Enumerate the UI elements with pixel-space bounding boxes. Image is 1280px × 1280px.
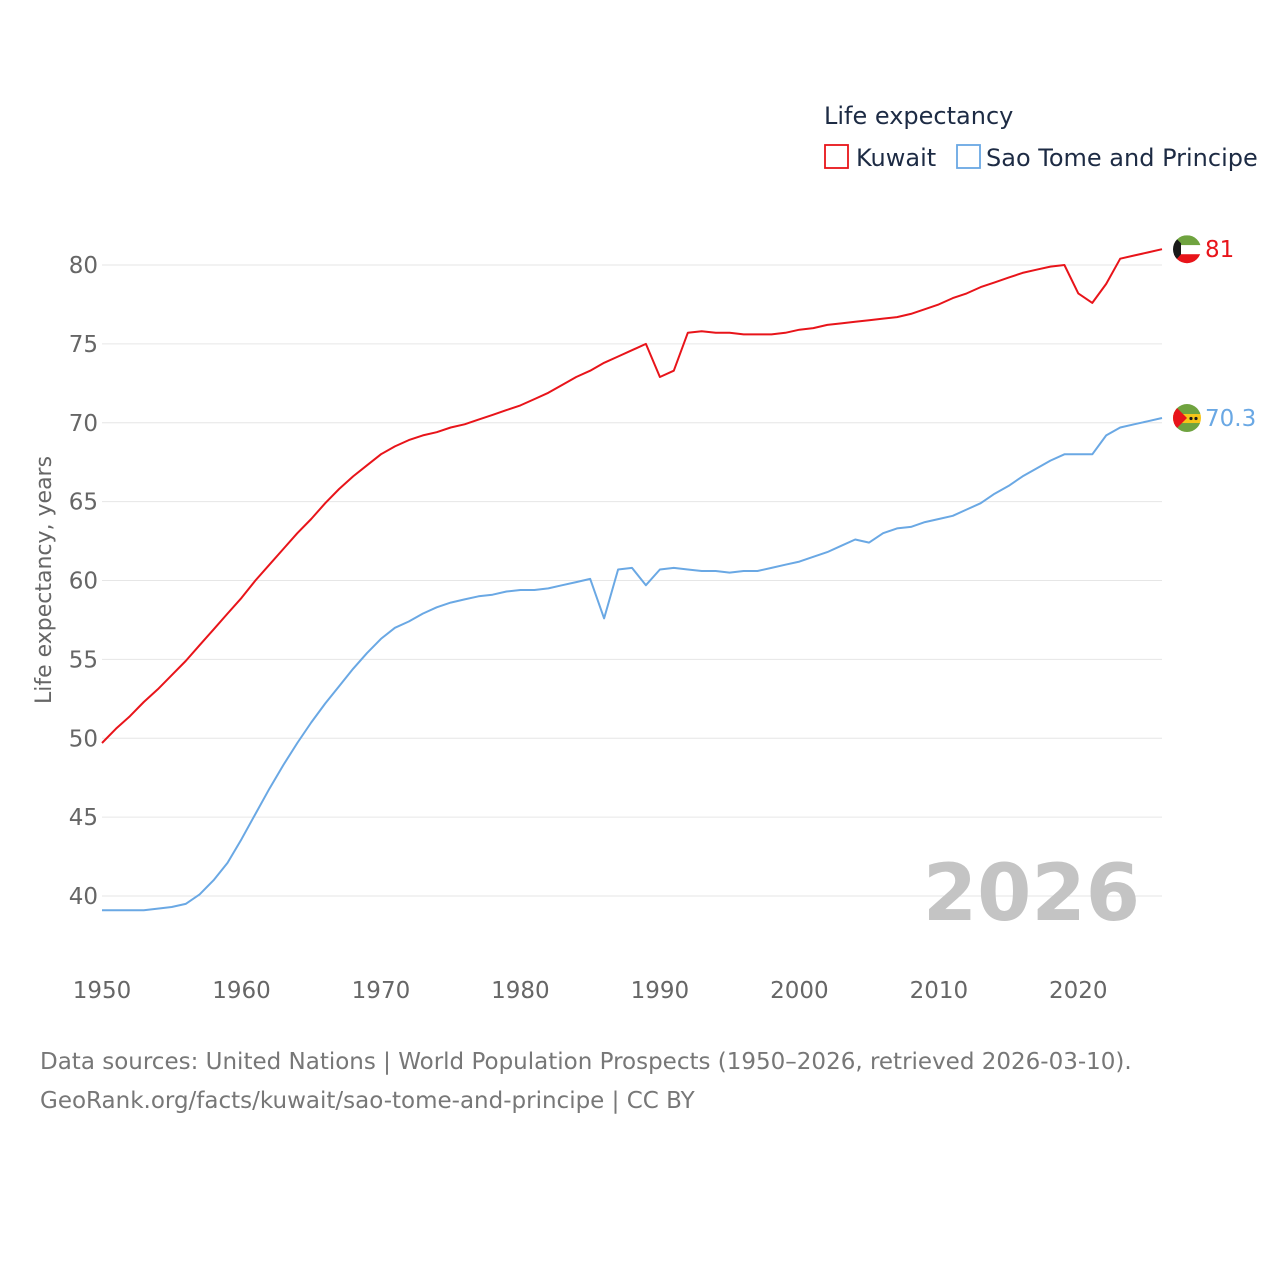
y-axis-ticks: 40 45 50 55 60 65 70 75 80 (69, 253, 98, 910)
legend-label-sao-tome: Sao Tome and Principe (986, 144, 1258, 172)
x-tick-label-1960: 1960 (212, 978, 271, 1004)
current-year-watermark: 2026 (923, 849, 1140, 939)
x-tick-label-2010: 2010 (910, 978, 969, 1004)
x-tick-label-1950: 1950 (73, 978, 132, 1004)
y-tick-label-75: 75 (69, 332, 98, 358)
y-tick-label-55: 55 (69, 647, 98, 673)
sao-tome-flag-icon (1173, 404, 1201, 433)
y-tick-label-50: 50 (69, 726, 98, 752)
legend-swatch-sao-tome (956, 144, 981, 169)
y-tick-label-40: 40 (69, 884, 98, 910)
kuwait-end-value: 81 (1205, 237, 1234, 263)
sao-tome-end-value: 70.3 (1205, 406, 1256, 432)
y-tick-label-70: 70 (69, 411, 98, 437)
legend-title: Life expectancy (824, 102, 1013, 130)
series-line-sao-tome[interactable] (102, 417, 1163, 912)
legend-swatch-kuwait (824, 144, 849, 169)
x-tick-label-1990: 1990 (631, 978, 690, 1004)
y-tick-label-45: 45 (69, 805, 98, 831)
legend: Life expectancy Kuwait Sao Tome and Prin… (824, 102, 1258, 172)
y-tick-label-65: 65 (69, 490, 98, 516)
kuwait-flag-icon (1173, 235, 1201, 264)
x-tick-label-1970: 1970 (352, 978, 411, 1004)
legend-item-kuwait[interactable]: Kuwait (824, 144, 936, 172)
x-axis-ticks: 1950 1960 1970 1980 1990 2000 2010 2020 (73, 978, 1108, 1004)
gridlines (102, 264, 1162, 897)
x-tick-label-2020: 2020 (1049, 978, 1108, 1004)
y-tick-label-60: 60 (69, 569, 98, 595)
y-tick-label-80: 80 (69, 253, 98, 279)
y-axis-title: Life expectancy, years (32, 456, 57, 704)
source-url-link[interactable]: GeoRank.org/facts/kuwait/sao-tome-and-pr… (40, 1088, 696, 1114)
x-tick-label-2000: 2000 (770, 978, 829, 1004)
data-source-text: Data sources: United Nations | World Pop… (40, 1049, 1132, 1075)
legend-item-sao-tome[interactable]: Sao Tome and Principe (956, 144, 1258, 172)
series-line-kuwait[interactable] (101, 248, 1163, 744)
legend-label-kuwait: Kuwait (856, 144, 936, 172)
x-tick-label-1980: 1980 (491, 978, 550, 1004)
series-lines (101, 248, 1163, 912)
